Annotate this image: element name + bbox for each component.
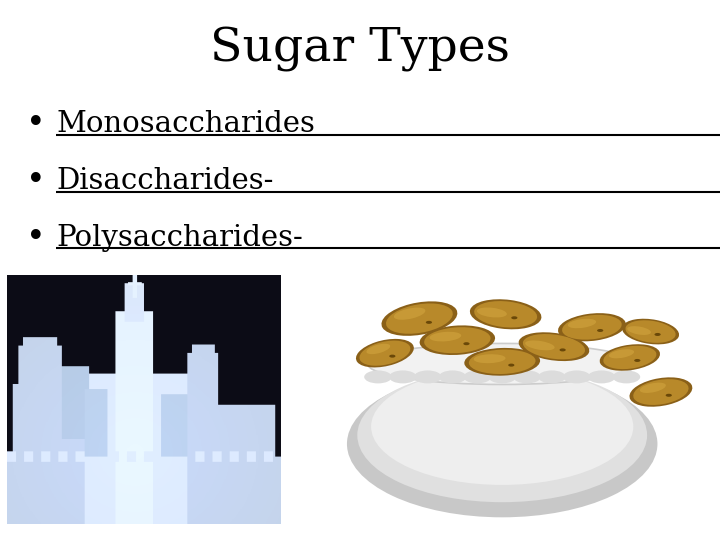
Ellipse shape	[356, 339, 414, 367]
Text: •: •	[26, 165, 46, 197]
Ellipse shape	[511, 316, 518, 319]
Ellipse shape	[609, 349, 634, 359]
Ellipse shape	[414, 370, 441, 383]
Text: •: •	[26, 108, 46, 140]
Text: Disaccharides-: Disaccharides-	[56, 167, 274, 195]
Ellipse shape	[394, 308, 426, 320]
Ellipse shape	[464, 348, 540, 376]
Ellipse shape	[488, 370, 516, 383]
Ellipse shape	[474, 354, 505, 363]
Ellipse shape	[627, 326, 651, 335]
Ellipse shape	[562, 315, 621, 340]
Ellipse shape	[438, 370, 467, 383]
Ellipse shape	[364, 370, 392, 383]
Ellipse shape	[633, 379, 688, 405]
Ellipse shape	[626, 320, 675, 343]
Text: Monosaccharides: Monosaccharides	[56, 110, 315, 138]
Ellipse shape	[359, 341, 410, 366]
Ellipse shape	[477, 307, 507, 318]
Ellipse shape	[469, 349, 536, 374]
Text: •: •	[26, 221, 46, 254]
Ellipse shape	[600, 344, 660, 371]
Ellipse shape	[513, 370, 541, 383]
Ellipse shape	[357, 368, 647, 502]
Text: Sugar Types: Sugar Types	[210, 27, 510, 72]
Ellipse shape	[558, 313, 626, 341]
Ellipse shape	[366, 344, 390, 354]
Ellipse shape	[508, 363, 514, 367]
Ellipse shape	[464, 342, 469, 345]
Ellipse shape	[559, 348, 566, 352]
Ellipse shape	[523, 334, 585, 359]
Ellipse shape	[424, 327, 490, 353]
Ellipse shape	[420, 326, 495, 355]
Ellipse shape	[470, 299, 541, 329]
Ellipse shape	[347, 370, 657, 517]
Ellipse shape	[538, 370, 566, 383]
Ellipse shape	[640, 383, 666, 393]
Ellipse shape	[464, 370, 491, 383]
Ellipse shape	[563, 370, 590, 383]
Ellipse shape	[430, 332, 462, 341]
Ellipse shape	[386, 303, 453, 334]
Ellipse shape	[474, 301, 537, 327]
Ellipse shape	[603, 346, 657, 369]
Ellipse shape	[525, 340, 554, 350]
Ellipse shape	[389, 370, 417, 383]
Ellipse shape	[426, 321, 432, 324]
Ellipse shape	[613, 370, 640, 383]
Ellipse shape	[666, 394, 672, 397]
Ellipse shape	[622, 319, 679, 345]
Ellipse shape	[588, 370, 616, 383]
Ellipse shape	[597, 329, 603, 332]
Ellipse shape	[634, 359, 640, 362]
Ellipse shape	[371, 368, 634, 485]
Ellipse shape	[568, 319, 596, 328]
Ellipse shape	[368, 343, 636, 384]
Ellipse shape	[390, 355, 395, 357]
Ellipse shape	[629, 377, 693, 407]
Text: Polysaccharides-: Polysaccharides-	[56, 224, 303, 252]
Ellipse shape	[518, 332, 589, 361]
Ellipse shape	[654, 333, 661, 336]
Ellipse shape	[382, 301, 457, 336]
